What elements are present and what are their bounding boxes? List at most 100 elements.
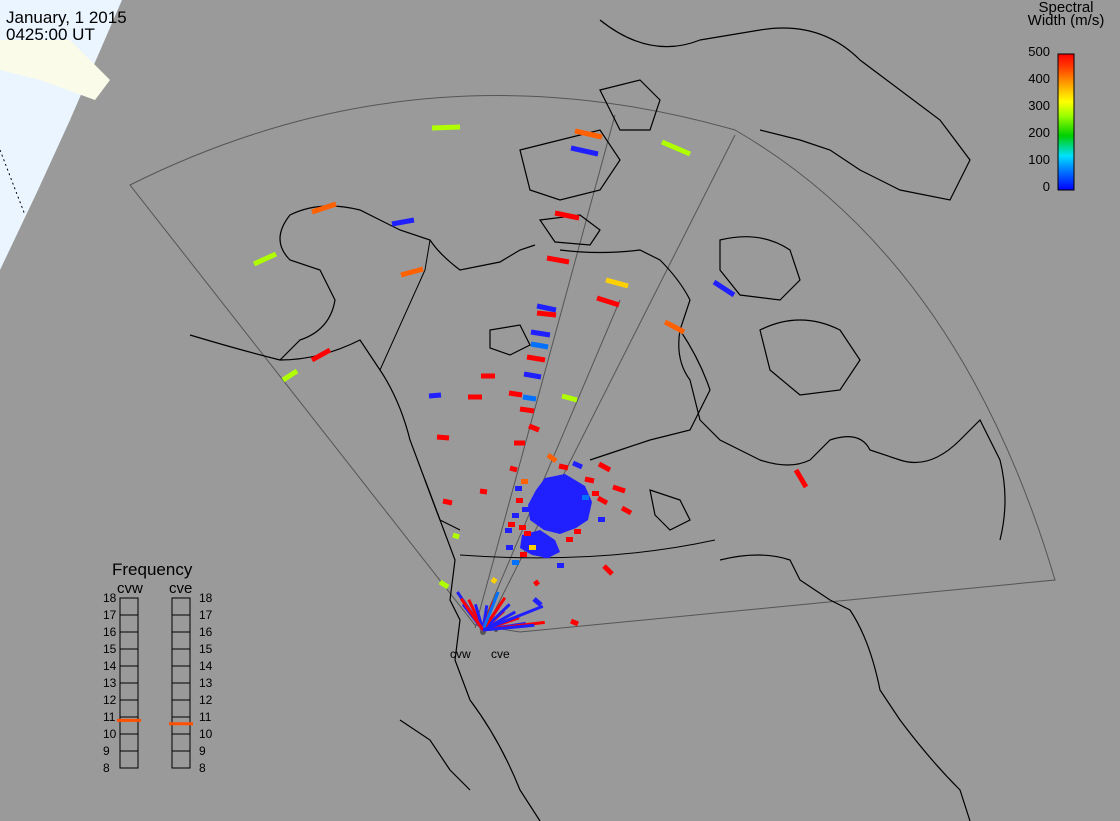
fov-divider-2 bbox=[479, 299, 621, 631]
echo-cell bbox=[508, 522, 515, 527]
frequency-tick-left: 9 bbox=[103, 744, 110, 758]
frequency-tick-right: 9 bbox=[199, 744, 206, 758]
echo-segment bbox=[597, 461, 612, 473]
frequency-tick-right: 14 bbox=[199, 659, 213, 673]
echo-segment bbox=[612, 484, 626, 494]
echo-cell bbox=[574, 529, 581, 534]
frequency-radar-label-cvw: cvw bbox=[117, 580, 143, 597]
echo-segment bbox=[793, 468, 809, 489]
echo-segment bbox=[536, 310, 557, 318]
echo-cell bbox=[515, 486, 522, 491]
colorbar-gradient bbox=[1057, 53, 1075, 191]
colorbar-tick: 100 bbox=[1028, 152, 1050, 167]
echo-segment bbox=[558, 463, 569, 471]
colorbar bbox=[1057, 53, 1075, 191]
frequency-tick-right: 15 bbox=[199, 642, 213, 656]
echo-cell bbox=[551, 548, 558, 553]
echo-cell bbox=[520, 552, 527, 557]
frequency-tick-left: 13 bbox=[103, 676, 117, 690]
echo-cell bbox=[516, 498, 523, 503]
frequency-tick-right: 16 bbox=[199, 625, 213, 639]
echo-segment bbox=[522, 394, 537, 402]
colorbar-title-line1: Spectral bbox=[1038, 0, 1094, 16]
echo-cell bbox=[529, 545, 536, 550]
colorbar-tick: 0 bbox=[1042, 179, 1050, 194]
frequency-tick-left: 18 bbox=[103, 591, 117, 605]
near-range-echo bbox=[482, 623, 535, 632]
frequency-tick-right: 17 bbox=[199, 608, 213, 622]
frequency-radar-label-cve: cve bbox=[169, 580, 193, 597]
echo-segment bbox=[596, 495, 609, 506]
fov-divider-3 bbox=[474, 114, 616, 629]
sunlit-area bbox=[0, 40, 110, 100]
echo-cell bbox=[557, 563, 564, 568]
echo-segment bbox=[509, 465, 518, 473]
echo-segment bbox=[530, 329, 551, 338]
frequency-tick-left: 11 bbox=[103, 710, 116, 724]
echo-cell bbox=[505, 528, 512, 533]
echo-cell bbox=[522, 507, 529, 512]
near-range-echo bbox=[459, 597, 485, 631]
frequency-tick-left: 10 bbox=[103, 727, 117, 741]
title-time: 0425:00 UT bbox=[6, 25, 95, 44]
echo-segment bbox=[602, 564, 614, 576]
echo-segment bbox=[479, 488, 488, 495]
echo-segment bbox=[605, 277, 629, 289]
site-label-cve: cve bbox=[491, 647, 510, 661]
colorbar-tick: 400 bbox=[1028, 71, 1050, 86]
echo-segment bbox=[532, 597, 543, 607]
frequency-tick-left: 8 bbox=[103, 761, 110, 775]
echo-segment bbox=[596, 295, 620, 308]
frequency-tick-left: 17 bbox=[103, 608, 117, 622]
fov-outline bbox=[129, 95, 1056, 633]
echo-cluster bbox=[520, 530, 560, 558]
frequency-tick-left: 16 bbox=[103, 625, 117, 639]
echo-segment bbox=[554, 210, 580, 221]
frequency-title: Frequency bbox=[112, 560, 193, 579]
echo-segment bbox=[528, 423, 540, 433]
frequency-tick-right: 13 bbox=[199, 676, 213, 690]
echo-segment bbox=[661, 139, 691, 157]
echo-segment bbox=[490, 577, 498, 584]
echo-segment bbox=[452, 532, 460, 540]
echo-cell bbox=[512, 513, 519, 518]
coastlines bbox=[189, 19, 1006, 821]
echo-cell bbox=[566, 537, 573, 542]
frequency-tick-right: 11 bbox=[199, 710, 212, 724]
colorbar-tick: 500 bbox=[1028, 44, 1050, 59]
scatter-data bbox=[252, 124, 809, 632]
echo-cell bbox=[598, 517, 605, 522]
echo-cell bbox=[506, 545, 513, 550]
colorbar-title-line2: Width (m/s) bbox=[1027, 12, 1105, 29]
echo-segment bbox=[571, 460, 584, 470]
echo-segment bbox=[431, 124, 461, 131]
frequency-tick-left: 14 bbox=[103, 659, 117, 673]
echo-segment bbox=[584, 476, 595, 484]
frequency-tick-right: 18 bbox=[199, 591, 213, 605]
echo-cell bbox=[519, 525, 526, 530]
echo-segment bbox=[523, 371, 542, 380]
echo-segment bbox=[436, 434, 450, 441]
echo-cell bbox=[521, 479, 528, 484]
echo-segment bbox=[574, 128, 603, 140]
echo-segment bbox=[310, 347, 332, 363]
echo-segment bbox=[536, 303, 557, 313]
colorbar-tick: 200 bbox=[1028, 125, 1050, 140]
frequency-panel bbox=[119, 597, 191, 769]
echo-segment bbox=[311, 201, 337, 215]
echo-segment bbox=[442, 498, 453, 506]
echo-segment bbox=[519, 406, 535, 414]
echo-segment bbox=[252, 251, 278, 267]
echo-segment bbox=[561, 393, 578, 403]
frequency-markers bbox=[117, 718, 193, 726]
echo-segment bbox=[438, 579, 450, 590]
echo-segment bbox=[428, 392, 442, 399]
colorbar-tick: 300 bbox=[1028, 98, 1050, 113]
title-date: January, 1 2015 bbox=[6, 8, 127, 27]
echo-segment bbox=[526, 354, 546, 363]
echo-segment bbox=[533, 579, 540, 587]
near-range-echo bbox=[481, 591, 500, 631]
near-range-echo bbox=[482, 604, 544, 632]
frequency-tick-left: 15 bbox=[103, 642, 117, 656]
